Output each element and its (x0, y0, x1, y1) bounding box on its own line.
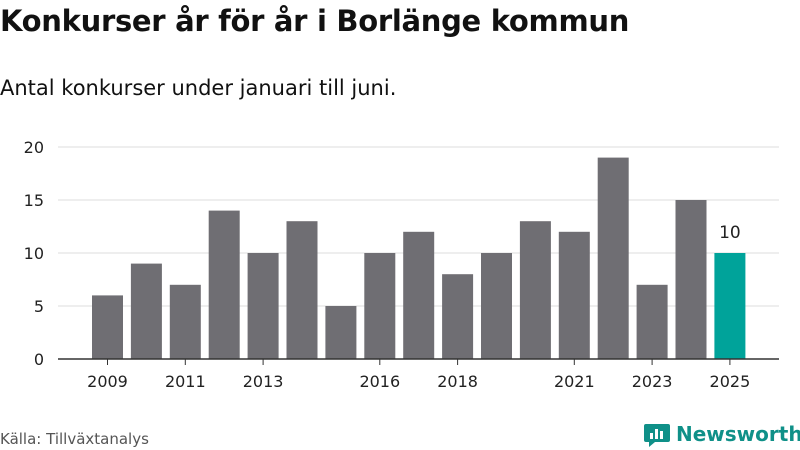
bar-2018 (442, 274, 474, 359)
bar-2014 (286, 221, 318, 359)
bar-2011 (169, 284, 201, 359)
x-tick-label: 2011 (165, 372, 206, 391)
bar-2017 (403, 231, 435, 359)
chart-title: Konkurser år för år i Borlänge kommun (0, 4, 630, 38)
newsworthy-logo-icon (644, 424, 670, 447)
y-tick-label: 20 (24, 138, 44, 157)
y-tick-label: 10 (24, 244, 44, 263)
x-tick-label: 2023 (632, 372, 673, 391)
bars (92, 157, 746, 359)
axes (58, 358, 779, 365)
brand-name: Newsworthy (676, 422, 800, 446)
labels: 0 5 10 15 20 2009 2011 2013 2016 2018 2021 2023 10 20… (24, 138, 751, 391)
bar-2013 (247, 253, 279, 359)
chart-subtitle: Antal konkurser under januari till juni. (0, 76, 397, 100)
bar-2012 (208, 210, 240, 359)
x-tick-label: 2021 (554, 372, 595, 391)
bar-2024 (675, 200, 707, 359)
data-label-2025: 10 (719, 223, 741, 243)
bar-2010 (130, 263, 162, 359)
y-tick-label: 5 (34, 297, 44, 316)
x-tick-label: 2016 (359, 372, 400, 391)
bar-2021 (558, 231, 590, 359)
x-tick-label: 2013 (243, 372, 284, 391)
bar-2009 (92, 295, 123, 359)
bar-2020 (519, 221, 551, 359)
y-tick-label: 15 (24, 191, 44, 210)
source-note: Källa: Tillväxtanalys (0, 430, 149, 448)
bar-chart: 0 5 10 15 20 2009 2011 2013 2016 2018 2021 2023 10 20… (24, 138, 779, 391)
bar-2019 (481, 253, 512, 359)
bar-2022 (597, 157, 629, 359)
x-tick-label: 2009 (87, 372, 128, 391)
brand: Newsworthy (644, 420, 800, 448)
bar-2016 (364, 253, 396, 359)
bar-2023 (636, 284, 668, 359)
bar-2015 (325, 306, 357, 359)
y-tick-label: 0 (34, 350, 44, 369)
bar-2025 (714, 253, 746, 359)
x-tick-label: 2018 (437, 372, 478, 391)
x-tick-label: 2025 (710, 372, 751, 391)
